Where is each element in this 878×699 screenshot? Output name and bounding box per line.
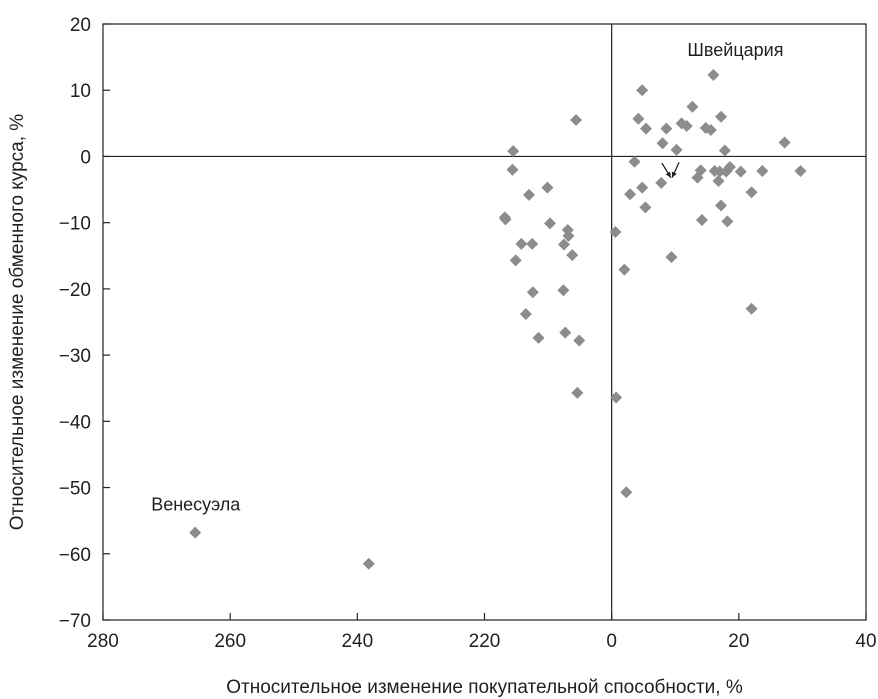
y-tick-label: −10 [59, 214, 91, 235]
data-point [523, 188, 536, 201]
data-point [718, 144, 731, 157]
data-point [665, 251, 678, 264]
data-point [559, 326, 572, 339]
data-point [694, 164, 707, 177]
annotation-arrows [661, 162, 680, 178]
data-point [670, 143, 683, 156]
data-point [519, 308, 532, 321]
y-axis-tick-labels: −70 −60 −50 −40 −30 −20 −10 0 10 20 [59, 15, 91, 632]
data-point [660, 122, 673, 135]
x-tick-label: 0 [606, 631, 617, 652]
data-point [566, 249, 579, 262]
x-tick-label: 260 [214, 631, 246, 652]
data-point [704, 123, 717, 136]
data-point [745, 186, 758, 199]
y-tick-label: 20 [70, 15, 91, 36]
y-tick-label: −30 [59, 346, 91, 367]
data-point [636, 84, 649, 97]
data-point [778, 136, 791, 149]
annotations: Швейцария Венесуэла [151, 40, 783, 515]
axis-ticks [102, 23, 867, 621]
data-point [680, 119, 693, 132]
y-tick-label: −70 [59, 611, 91, 632]
data-point [655, 176, 668, 189]
data-point [695, 214, 708, 227]
x-axis-tick-labels: 280 260 240 220 0 20 40 [87, 631, 876, 652]
x-tick-label: 40 [855, 631, 876, 652]
y-tick-label: −50 [59, 479, 91, 500]
data-point [686, 100, 699, 113]
data-point [712, 174, 725, 187]
data-point [624, 188, 637, 201]
data-point [609, 225, 622, 238]
data-point [618, 263, 631, 276]
data-point [526, 286, 539, 299]
data-point [509, 254, 522, 267]
y-tick-label: 0 [80, 147, 91, 168]
y-tick-label: −20 [59, 280, 91, 301]
annotation-label: Венесуэла [151, 495, 241, 515]
x-tick-label: 240 [341, 631, 373, 652]
y-tick-label: −60 [59, 545, 91, 566]
plot-frame [102, 23, 867, 621]
x-tick-label: 20 [728, 631, 749, 652]
x-axis-title: Относительное изменение покупательной сп… [226, 677, 743, 698]
data-point [734, 165, 747, 178]
x-tick-label: 280 [87, 631, 119, 652]
data-point [573, 334, 586, 347]
data-point [541, 181, 554, 194]
data-point [507, 145, 520, 158]
data-point [636, 181, 649, 194]
data-point [745, 302, 758, 315]
zero-lines [103, 24, 866, 620]
x-tick-label: 220 [469, 631, 501, 652]
y-tick-label: 10 [70, 81, 91, 102]
data-point [562, 229, 575, 242]
data-point [632, 112, 645, 125]
data-point [506, 163, 519, 176]
data-point [526, 237, 539, 250]
data-point [557, 284, 570, 297]
data-point [715, 110, 728, 123]
y-tick-label: −40 [59, 412, 91, 433]
data-point [532, 331, 545, 344]
data-point [713, 165, 726, 178]
data-point [721, 215, 734, 228]
data-point [515, 237, 528, 250]
data-point [571, 386, 584, 399]
data-point [362, 557, 375, 570]
data-point [543, 217, 556, 230]
data-point [639, 201, 652, 214]
data-points [189, 68, 807, 570]
data-point [189, 526, 202, 539]
data-point [794, 165, 807, 178]
data-point [640, 122, 653, 135]
data-point [656, 137, 669, 150]
data-point [628, 155, 641, 168]
data-point [723, 161, 736, 174]
data-point [756, 165, 769, 178]
data-point [570, 114, 583, 127]
data-point [610, 391, 623, 404]
data-point [707, 68, 720, 81]
data-point [620, 486, 633, 499]
y-axis-title: Относительное изменение обменного курса,… [7, 114, 28, 531]
annotation-label: Швейцария [687, 40, 783, 60]
data-point [557, 238, 570, 251]
data-point [499, 213, 512, 226]
annotation-arrowhead [665, 171, 671, 178]
annotation-arrowhead [671, 171, 677, 178]
data-point [715, 199, 728, 212]
